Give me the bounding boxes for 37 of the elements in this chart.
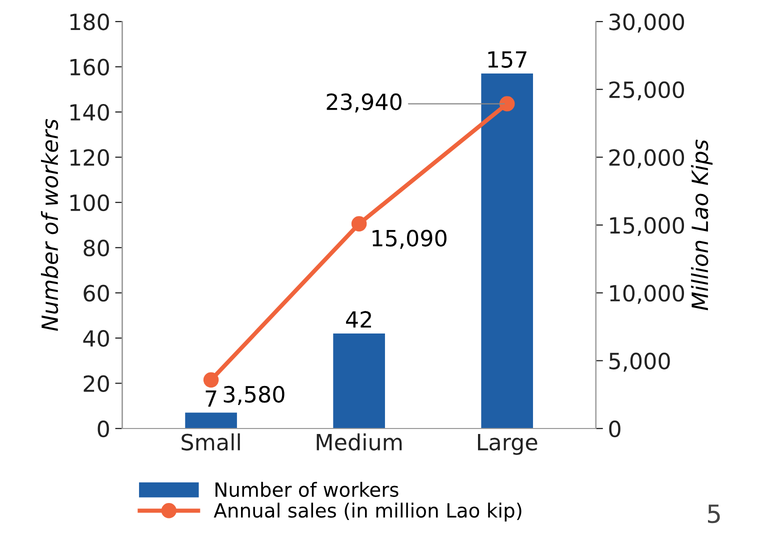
data-label: 7 <box>206 390 216 407</box>
y2-tick-label: 15,000 <box>610 216 684 236</box>
y2-tick-label: 20,000 <box>609 149 684 168</box>
point <box>203 372 219 388</box>
y-tick-label: 0 <box>98 420 109 438</box>
y-tick-label: 180 <box>70 14 109 30</box>
y2-tick-label: 5,000 <box>609 352 670 372</box>
point <box>499 96 515 112</box>
legend-label: Number of workers <box>216 482 398 497</box>
data-label: 23,940 <box>326 93 402 112</box>
data-label: 157 <box>488 51 526 68</box>
x-tick-label: Large <box>478 434 538 455</box>
y-tick-label: 140 <box>70 104 109 121</box>
bar <box>481 74 534 429</box>
legend-label: Annual sales (in million Lao kip) <box>214 502 522 522</box>
y-tick-label: 40 <box>83 330 109 347</box>
y-tick-label: 80 <box>84 240 109 256</box>
y2-tick-label: 25,000 <box>609 81 684 100</box>
bar <box>185 412 237 429</box>
y2-tick-label: 0 <box>609 420 620 438</box>
y2-tick-label: 10,000 <box>610 284 684 304</box>
data-label: 15,090 <box>372 230 446 249</box>
y-tick-label: 160 <box>70 58 109 76</box>
text: 5 <box>708 504 720 524</box>
y-tick-label: 20 <box>84 375 109 392</box>
x-tick-label: Medium <box>316 433 402 451</box>
y-tick-label: 60 <box>84 284 109 302</box>
data-label: 3,580 <box>224 386 284 405</box>
y-tick-label: 100 <box>70 194 109 212</box>
y-tick-label: 120 <box>70 149 109 166</box>
x-tick-label: Small <box>182 433 240 451</box>
point <box>351 216 367 232</box>
y-axis-title: Number of workers <box>40 119 58 331</box>
y2-tick-label: 30,000 <box>609 14 684 33</box>
data-label: 42 <box>346 311 371 328</box>
bar <box>333 334 385 429</box>
y2-axis-title: Million Lao Kips <box>691 140 713 310</box>
